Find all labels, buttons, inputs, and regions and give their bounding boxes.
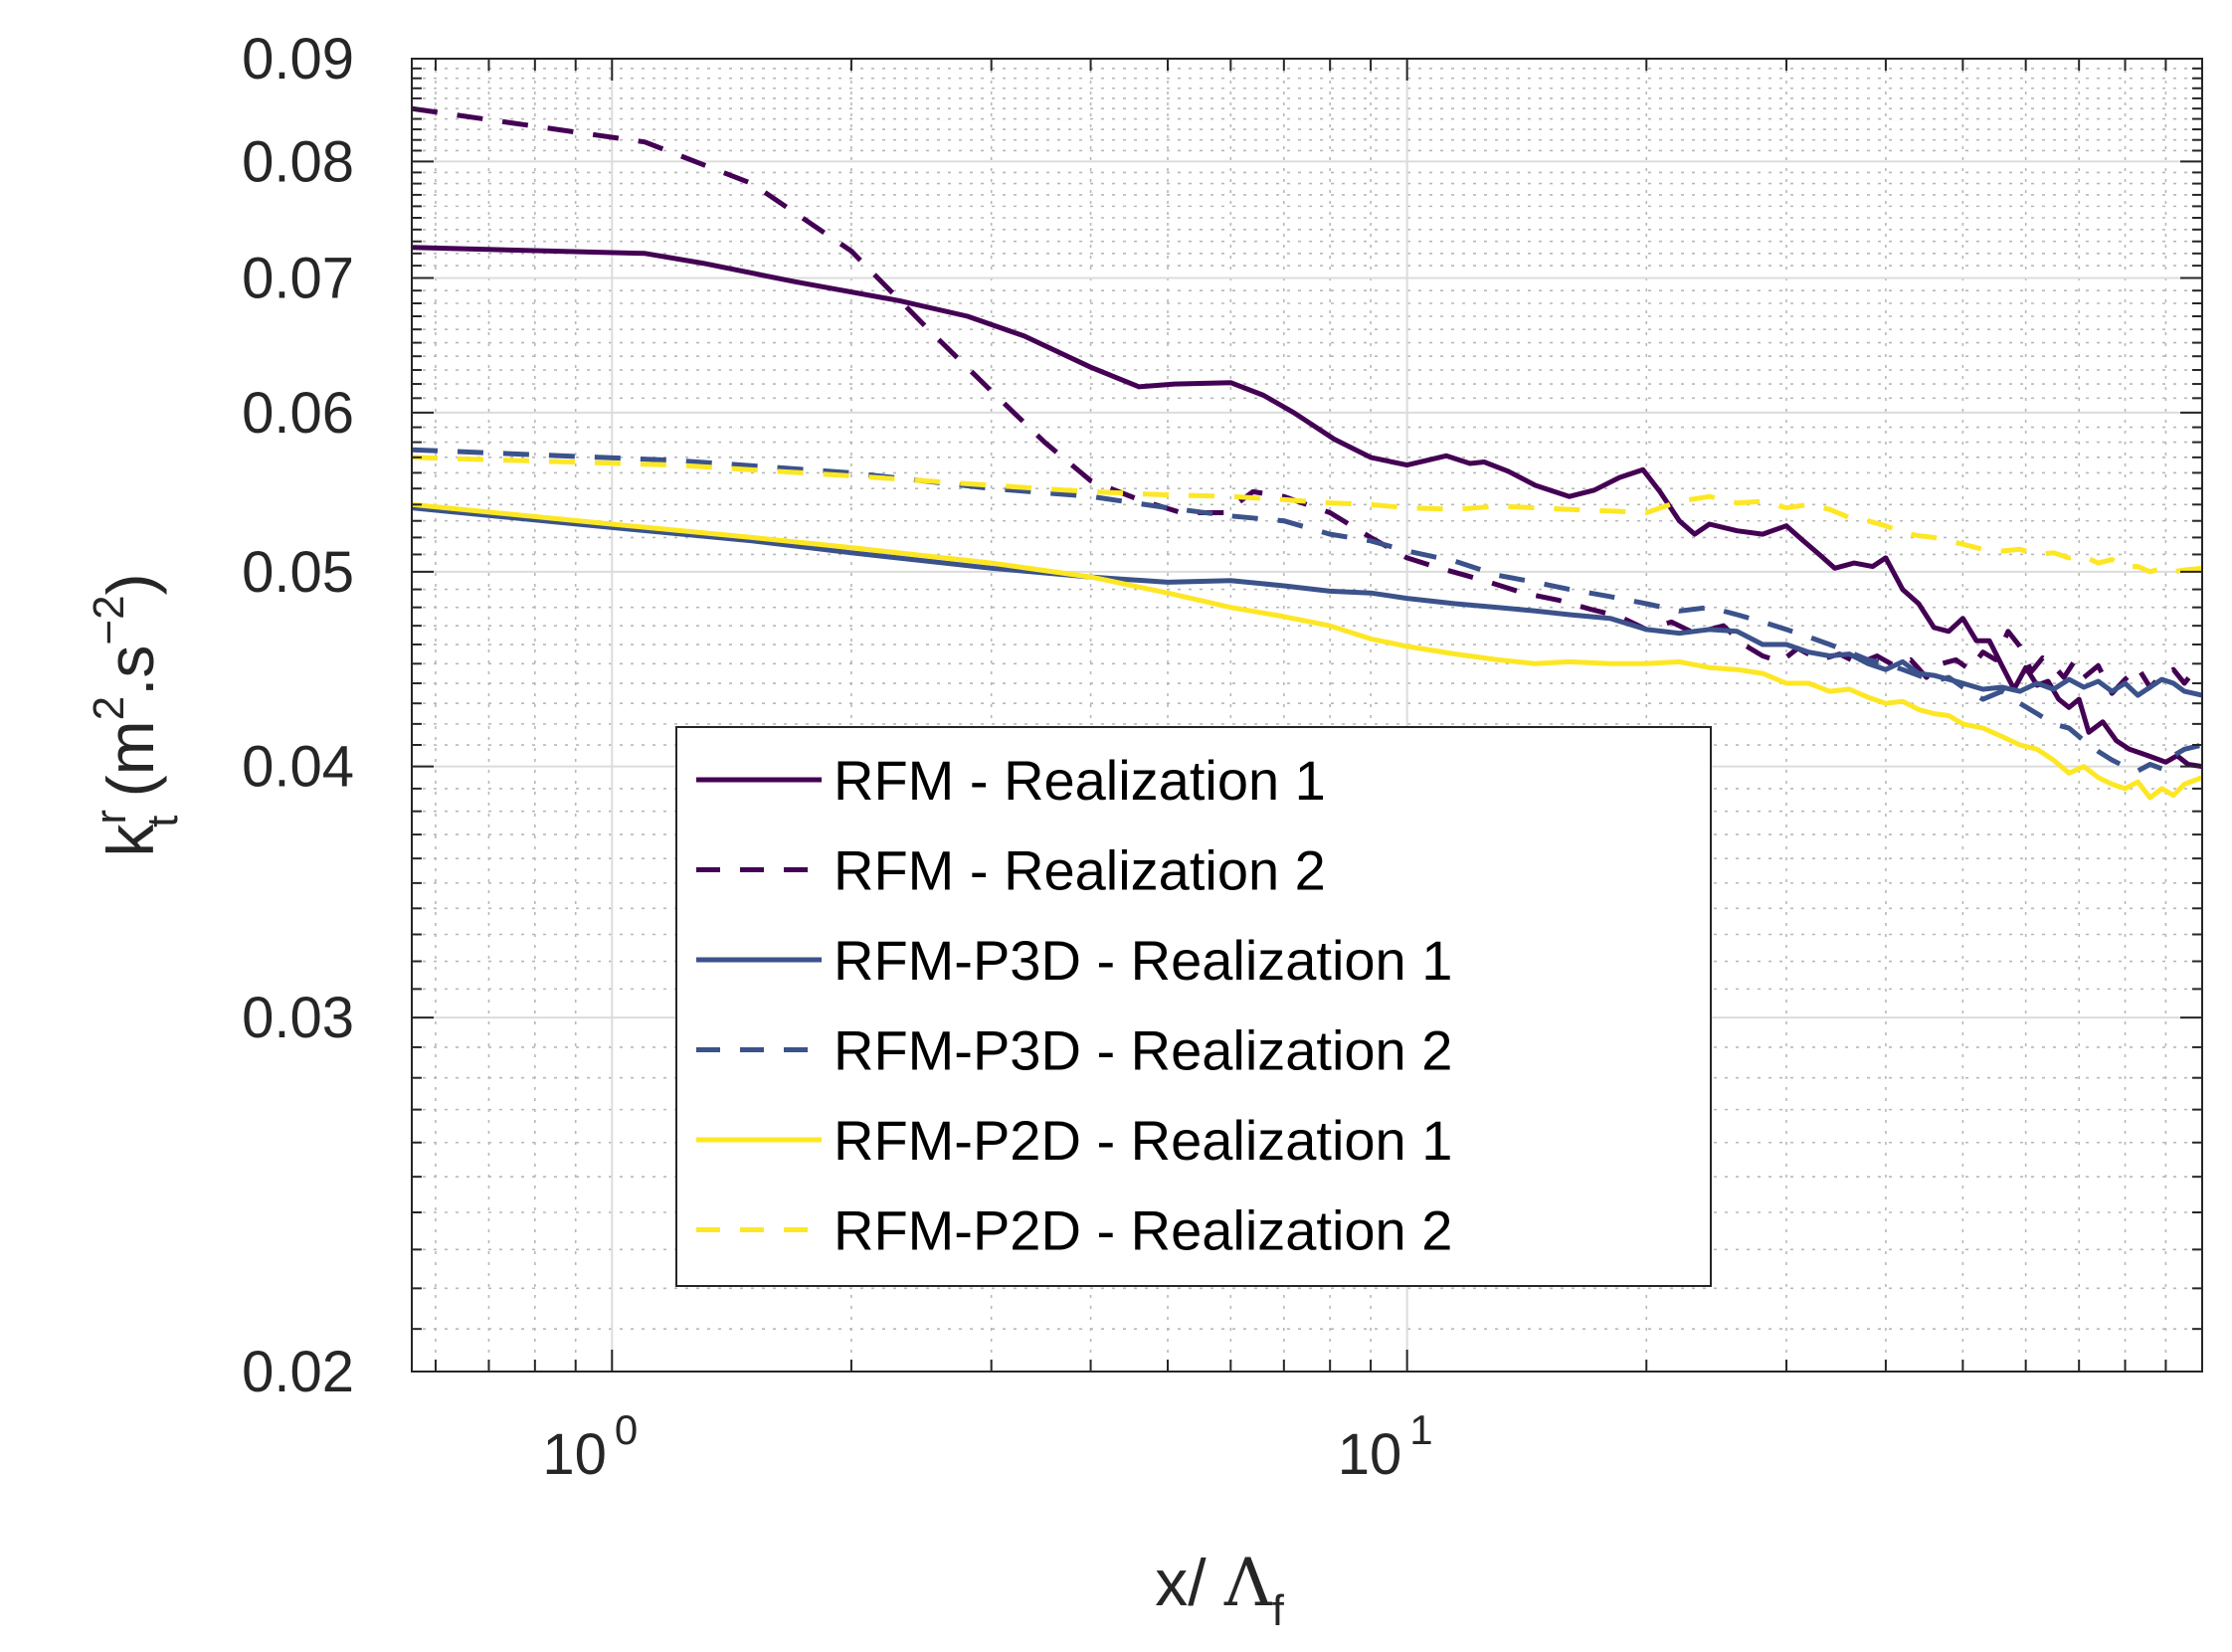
y-axis-label-unit-sup1: 2 xyxy=(85,696,133,720)
x-tick-label: 10 0 xyxy=(542,1406,638,1487)
y-axis-label-main: k xyxy=(93,824,167,857)
x-axis-label-symbol: Λ xyxy=(1223,1545,1273,1621)
x-tick-label-exponent: 0 xyxy=(615,1406,638,1453)
y-tick-labels: 0.02 0.03 0.04 0.05 0.06 0.07 0.08 0.09 xyxy=(242,27,354,1404)
legend-box xyxy=(675,726,1712,1287)
x-axis-label: x/ Λf xyxy=(1155,1545,1284,1635)
x-tick-label-exponent: 1 xyxy=(1409,1406,1432,1453)
y-tick-label: 0.07 xyxy=(242,247,354,311)
x-tick-label-base: 10 xyxy=(542,1422,607,1487)
x-axis-label-sub: f xyxy=(1272,1586,1285,1635)
x-axis-label-main: x/ xyxy=(1155,1546,1224,1619)
y-axis-label: krt (m2.s−2) xyxy=(85,573,187,856)
y-axis-label-sup: r xyxy=(87,810,135,825)
y-axis-label-unit-close: ) xyxy=(93,573,167,595)
legend: RFM - Realization 1 RFM - Realization 2 RF… xyxy=(675,726,1712,1287)
y-tick-label: 0.09 xyxy=(242,27,354,92)
y-tick-label: 0.08 xyxy=(242,129,354,194)
y-tick-label: 0.05 xyxy=(242,540,354,605)
series-line-rfm-p2d-realization-2 xyxy=(412,455,2202,575)
legend-label-rfm-p2d-realization-1: RFM-P2D - Realization 1 xyxy=(834,1109,1452,1172)
x-tick-labels: 10 0 10 1 xyxy=(542,1406,1432,1487)
series-line-rfm-p2d-realization-1 xyxy=(412,501,2202,801)
y-axis-label-unit-sup2: −2 xyxy=(85,595,133,644)
y-tick-label: 0.02 xyxy=(242,1340,354,1404)
series-line-rfm-realization-1 xyxy=(412,245,2202,770)
y-tick-label: 0.06 xyxy=(242,381,354,446)
series-layer xyxy=(412,105,2202,801)
y-tick-label: 0.04 xyxy=(242,735,354,800)
plot-frame xyxy=(411,58,2203,1373)
legend-label-rfm-p3d-realization-1: RFM-P3D - Realization 1 xyxy=(834,929,1452,992)
series-line-rfm-p3d-realization-2 xyxy=(412,447,2202,774)
y-axis-label-unit-open: (m xyxy=(93,720,167,815)
legend-label-rfm-realization-2: RFM - Realization 2 xyxy=(834,839,1326,902)
legend-label-rfm-p3d-realization-2: RFM-P3D - Realization 2 xyxy=(834,1019,1452,1082)
legend-label-rfm-p2d-realization-2: RFM-P2D - Realization 2 xyxy=(834,1199,1452,1262)
series-line-rfm-p3d-realization-1 xyxy=(412,505,2202,698)
y-axis-label-unit-mid: .s xyxy=(93,645,167,696)
x-tick-label: 10 1 xyxy=(1338,1406,1433,1487)
x-tick-label-base: 10 xyxy=(1338,1422,1402,1487)
legend-label-rfm-realization-1: RFM - Realization 1 xyxy=(834,749,1326,812)
y-axis-label-sub: t xyxy=(138,816,187,827)
y-tick-label: 0.03 xyxy=(242,986,354,1050)
